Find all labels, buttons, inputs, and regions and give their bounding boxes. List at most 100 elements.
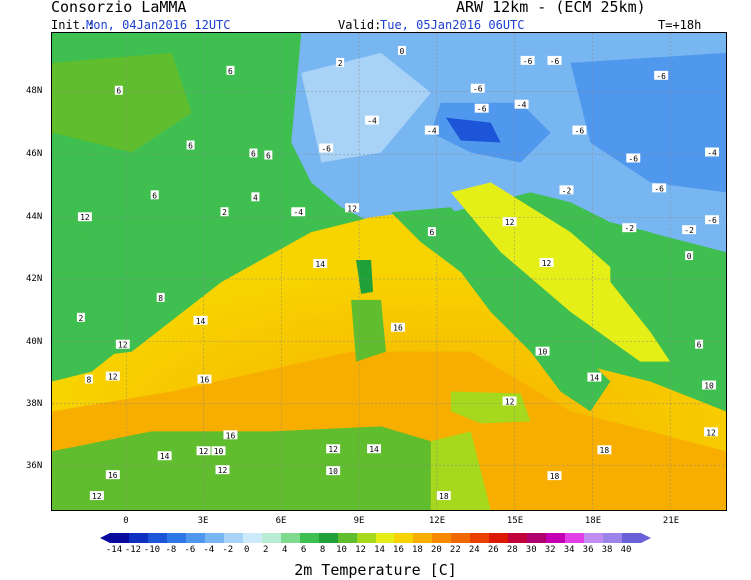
colorbar-cell	[508, 533, 528, 543]
colorbar-title: 2m Temperature [C]	[294, 561, 457, 579]
colorbar-tick-label: 10	[336, 545, 347, 555]
colorbar-tick-label: 12	[355, 545, 366, 555]
map-value-box	[539, 258, 554, 268]
map-value-box	[211, 446, 226, 456]
colorbar-cell	[584, 533, 604, 543]
map-value-box	[559, 185, 574, 195]
temperature-labels: 6 6 2 0 -6 -6 -6 -6 -6 -4 -4 -4 -6 -4 -6 -6 -2 -6 -4 2 6 6 6 4 6…	[76, 45, 720, 501]
map-value-box	[365, 115, 380, 125]
map-value-box	[436, 491, 451, 501]
map-value-label: 6	[697, 341, 702, 350]
france-west	[52, 52, 192, 153]
map-value-box	[84, 374, 93, 384]
map-value-label: 12	[218, 466, 228, 475]
map-value-label: 14	[369, 445, 379, 454]
map-value-box	[326, 466, 341, 476]
map-value-label: 6	[188, 142, 193, 151]
map-value-label: 12	[80, 213, 90, 222]
adriatic-sea	[450, 182, 681, 362]
map-value-label: -6	[654, 184, 664, 193]
lon-label: 15E	[506, 516, 524, 526]
map-value-box	[336, 57, 345, 67]
map-value-label: -4	[367, 117, 377, 126]
map-value-label: 0	[400, 47, 405, 56]
map-value-box	[77, 212, 92, 222]
org-title: Consorzio LaMMA	[51, 0, 187, 16]
lon-label: 0	[123, 516, 129, 526]
map-value-box	[319, 143, 334, 153]
map-value-label: 16	[393, 324, 403, 333]
map-value-label: -4	[707, 148, 717, 157]
map-value-label: -2	[562, 186, 572, 195]
map-value-box	[424, 125, 439, 135]
map-value-box	[695, 339, 704, 349]
map-value-label: 12	[328, 445, 338, 454]
map-value-label: 6	[429, 228, 434, 237]
colorbar-cell	[185, 533, 206, 543]
lon-label: 12E	[428, 516, 446, 526]
colorbar-tick-label: -4	[203, 545, 215, 555]
map-value-box	[535, 346, 550, 356]
map-value-box	[326, 444, 341, 454]
map-value-label: 18	[439, 492, 449, 501]
map-value-box	[223, 430, 238, 440]
map-value-box	[249, 148, 258, 158]
colorbar-tick-label: 40	[620, 545, 632, 555]
map-value-box	[547, 471, 562, 481]
map-value-box	[397, 45, 406, 55]
colorbar-cell	[110, 533, 130, 543]
map-value-label: 10	[328, 467, 338, 476]
colorbar-tick-label: 20	[430, 545, 442, 555]
map-value-label: -4	[517, 101, 527, 110]
colorbar-cell	[128, 533, 149, 543]
lon-label: 9E	[353, 516, 365, 526]
map-value-label: 18	[600, 446, 610, 455]
map-value-box	[291, 207, 306, 217]
colorbar-tick-label: 4	[281, 545, 288, 555]
colorbar-cell	[413, 533, 433, 543]
map-value-box	[626, 153, 641, 163]
lon-label: 3E	[197, 516, 209, 526]
map-value-box	[390, 322, 405, 332]
map-value-label: 8	[158, 294, 163, 303]
map-value-label: 16	[108, 471, 118, 480]
balkans	[610, 222, 726, 412]
lat-label: 46N	[26, 149, 43, 159]
colorbar-cell	[147, 533, 168, 543]
map-value-label: 12	[118, 341, 128, 350]
colorbar-cell	[261, 533, 282, 543]
colorbar-tick-label: -10	[143, 545, 161, 555]
map-value-label: 10	[704, 382, 714, 391]
map-value-label: 10	[538, 348, 548, 357]
map-value-label: -6	[321, 145, 331, 154]
map-value-label: 8	[86, 376, 91, 385]
colorbar-cell	[527, 533, 547, 543]
map-value-label: -6	[473, 85, 483, 94]
map-value-label: 14	[196, 317, 206, 326]
map-value-box	[76, 312, 85, 322]
init-value: Mon, 04Jan2016 12UTC	[86, 18, 231, 32]
colorbar-tick-label: 8	[319, 545, 326, 555]
map-value-label: 14	[160, 452, 170, 461]
map-value-label: -6	[707, 216, 717, 225]
colorbar-tick-label: 26	[487, 545, 499, 555]
map-value-box	[157, 451, 172, 461]
lead-time: T=+18h	[658, 18, 702, 32]
map-value-box	[474, 103, 489, 113]
valid-value: Tue, 05Jan2016 06UTC	[380, 18, 525, 32]
colorbar-cell	[223, 533, 244, 543]
map-value-label: -2	[624, 224, 634, 233]
map-value-label: 6	[251, 149, 256, 158]
map-value-box	[220, 207, 229, 217]
map-value-label: 12	[706, 428, 716, 437]
map-value-box	[502, 217, 517, 227]
north-light	[301, 52, 431, 163]
model-title: ARW 12km - (ECM 25km)	[456, 0, 646, 16]
colorbar-cell	[280, 533, 301, 543]
colorbar-right-arrow	[641, 533, 651, 543]
colorbar-cell	[337, 533, 358, 543]
map-value-box	[427, 227, 436, 237]
map-value-box	[652, 183, 667, 193]
map-value-box	[572, 125, 587, 135]
map-value-box	[367, 444, 382, 454]
